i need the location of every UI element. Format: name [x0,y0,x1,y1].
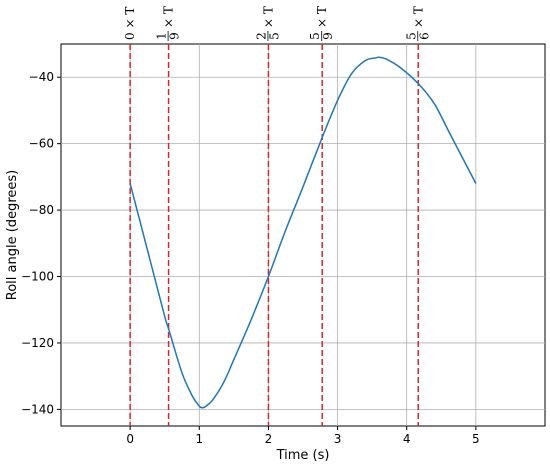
x-tick-label: 2 [265,432,273,446]
marker-label-numerator: 5 [308,32,322,40]
marker-label-suffix: × T [411,6,425,28]
marker-label-suffix: × T [261,6,275,28]
marker-label-suffix: × T [315,6,329,28]
x-tick-label: 4 [403,432,411,446]
series-layer [129,56,477,409]
y-tick-label: −140 [21,402,54,416]
y-tick-label: −40 [29,70,54,84]
x-tick-label: 1 [195,432,203,446]
marker-label-suffix: × T [162,6,176,28]
x-axis-label: Time (s) [276,448,330,463]
x-tick-label: 3 [334,432,342,446]
marker-label: 1 9 × T [155,6,182,41]
marker-label: 5 9 × T [308,6,335,41]
marker-label: 5 6 × T [404,6,431,41]
marker-label-text: 0 × T [123,7,137,40]
marker-label-denominator: 9 [321,32,335,40]
marker-label-numerator: 1 [155,32,169,40]
marker-label: 0 × T [123,7,137,40]
marker-labels: 0 × T 1 9× T2 5× T5 9× T5 6× T [123,6,431,41]
y-tick-label: −120 [21,336,54,350]
x-tick-label: 0 [126,432,134,446]
y-axis-label: Roll angle (degrees) [5,170,20,300]
marker-label-numerator: 5 [404,32,418,40]
marker-label: 2 5 × T [254,6,281,41]
marker-label-denominator: 9 [168,32,182,40]
marker-label-denominator: 6 [417,32,431,40]
grid-lines [61,44,545,426]
y-tick-label: −80 [29,203,54,217]
axis-ticks: 0 1 2 3 4 5 −140 −120 −100 −80 −60 −40 [21,70,480,446]
series-line [129,56,477,409]
plot-frame [60,43,546,427]
x-tick-label: 5 [472,432,480,446]
y-tick-label: −60 [29,137,54,151]
marker-label-numerator: 2 [254,32,268,40]
y-tick-label: −100 [21,270,54,284]
vertical-markers [129,44,420,426]
marker-label-denominator: 5 [267,32,281,40]
